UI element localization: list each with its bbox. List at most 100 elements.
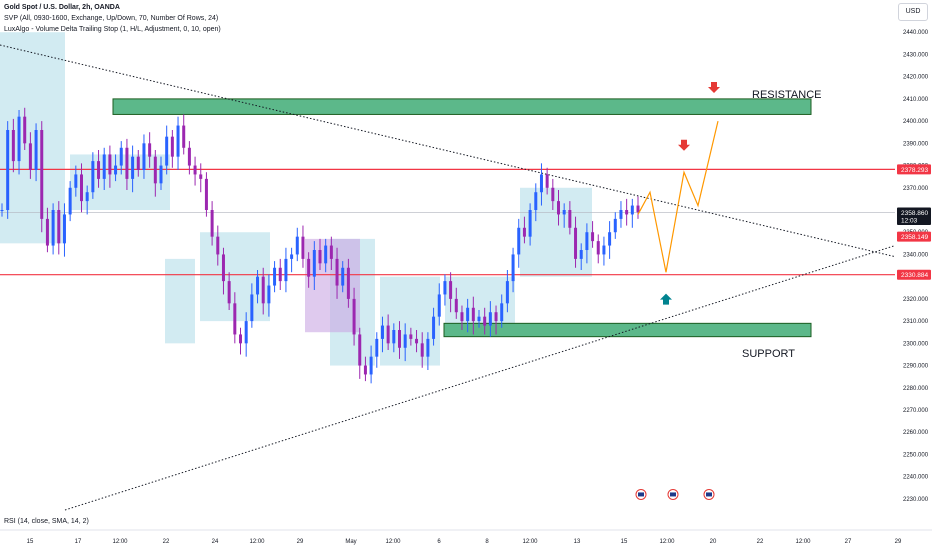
candle-body	[51, 210, 55, 246]
candle-body	[148, 143, 152, 157]
x-tick-label: 20	[710, 539, 717, 545]
us-flag-event-icon	[635, 488, 647, 500]
candle-body	[608, 232, 612, 246]
candle-body	[273, 267, 277, 286]
candle-body	[153, 156, 157, 184]
candle-body	[221, 254, 225, 282]
candle-body	[539, 174, 543, 193]
candle-body	[34, 130, 38, 170]
x-tick-label: 12:00	[522, 539, 538, 545]
candle-body	[358, 334, 362, 366]
candle-body	[551, 187, 555, 202]
candle-body	[380, 325, 384, 339]
price-tag-label: 12:03	[901, 218, 918, 225]
candle-body	[341, 267, 345, 286]
candle-body	[420, 343, 424, 357]
candle-body	[17, 116, 21, 162]
candle-body	[74, 174, 78, 188]
up-arrow-icon	[660, 293, 672, 305]
candle-body	[403, 334, 407, 348]
candle-body	[295, 236, 299, 255]
candle-body	[165, 136, 169, 166]
y-tick-label: 2420.000	[903, 75, 929, 81]
candle-body	[613, 218, 617, 233]
candle-body	[454, 298, 458, 313]
event-icon-flag	[706, 492, 712, 497]
candle-body	[159, 165, 163, 184]
candle-body	[176, 125, 180, 157]
candle-body	[0, 210, 4, 211]
y-tick-label: 2440.000	[903, 30, 929, 36]
svp-block	[520, 187, 592, 277]
rsi-indicator-label[interactable]: RSI (14, close, SMA, 14, 2)	[4, 518, 89, 525]
price-tag: 2330.884	[897, 269, 931, 280]
candle-body	[437, 294, 441, 317]
us-flag-event-icon	[703, 488, 715, 500]
svp-block	[0, 32, 65, 244]
candle-body	[91, 161, 95, 193]
descending-trendline	[0, 44, 896, 258]
candle-body	[574, 227, 578, 259]
zones	[112, 98, 812, 338]
candle-body	[585, 232, 589, 250]
price-tag-label: 2358.860	[901, 210, 928, 217]
price-axis[interactable]: 2440.000 2430.000 2420.000 2410.000 2400.000…	[895, 0, 932, 550]
event-icons[interactable]	[635, 488, 715, 500]
candle-body	[204, 178, 208, 210]
x-tick-label: 17	[75, 539, 82, 545]
price-tag: 2358.149	[897, 231, 931, 242]
ascending-trendline	[64, 245, 896, 511]
support-label: SUPPORT	[742, 348, 795, 360]
candle-body	[528, 210, 532, 237]
candle-body	[488, 312, 492, 326]
candle-body	[443, 281, 447, 295]
down-arrow-icon	[708, 82, 720, 93]
y-tick-label: 2230.000	[903, 497, 929, 503]
candle-body	[625, 210, 629, 215]
time-axis[interactable]: 15 17 12:00 22 24 12:00 29 May 12:00 6 8 12:00 13 15 1…	[0, 529, 932, 545]
candle-body	[392, 330, 396, 344]
candle-body	[85, 192, 89, 202]
y-tick-label: 2430.000	[903, 52, 929, 58]
x-tick-label: 22	[163, 539, 170, 545]
candle-body	[102, 154, 106, 179]
candle-body	[398, 330, 401, 348]
y-tick-label: 2240.000	[903, 475, 929, 481]
candle-body	[307, 258, 311, 277]
symbol-title[interactable]: Gold Spot / U.S. Dollar, 2h, OANDA	[4, 4, 120, 11]
candle-body	[233, 303, 237, 335]
candle-body	[62, 214, 66, 244]
luxalgo-indicator-label[interactable]: LuxAlgo - Volume Delta Trailing Stop (1,…	[4, 26, 221, 33]
candle-body	[40, 130, 44, 219]
x-tick-label: 29	[297, 539, 304, 545]
y-tick-label: 2320.000	[903, 297, 929, 303]
svp-indicator-label[interactable]: SVP (All, 0930-1600, Exchange, Up/Down, …	[4, 15, 219, 22]
candle-body	[466, 307, 470, 322]
down-arrow-icon	[678, 139, 690, 151]
candle-body	[256, 276, 260, 295]
candle-body	[511, 254, 515, 282]
candle-body	[432, 316, 436, 339]
support-zone	[443, 322, 812, 338]
y-tick-label: 2410.000	[903, 97, 929, 103]
candle-body	[119, 147, 123, 166]
candle-body	[483, 316, 487, 326]
candle-body	[375, 338, 379, 357]
candle-body	[301, 236, 305, 259]
candle-body	[131, 156, 135, 179]
candle-body	[517, 227, 521, 255]
event-icon-flag	[638, 492, 644, 497]
candle-body	[545, 174, 549, 188]
level-lines	[0, 168, 895, 276]
candle-body	[591, 232, 595, 242]
y-tick-label: 2260.000	[903, 430, 929, 436]
y-tick-label: 2390.000	[903, 141, 929, 147]
currency-button[interactable]: USD	[898, 3, 928, 21]
candle-body	[28, 143, 32, 170]
y-tick-label: 2340.000	[903, 252, 929, 258]
candle-body	[45, 218, 49, 246]
y-tick-label: 2300.000	[903, 341, 929, 347]
candle-body	[142, 143, 146, 170]
price-tag: 12:03	[897, 215, 931, 225]
